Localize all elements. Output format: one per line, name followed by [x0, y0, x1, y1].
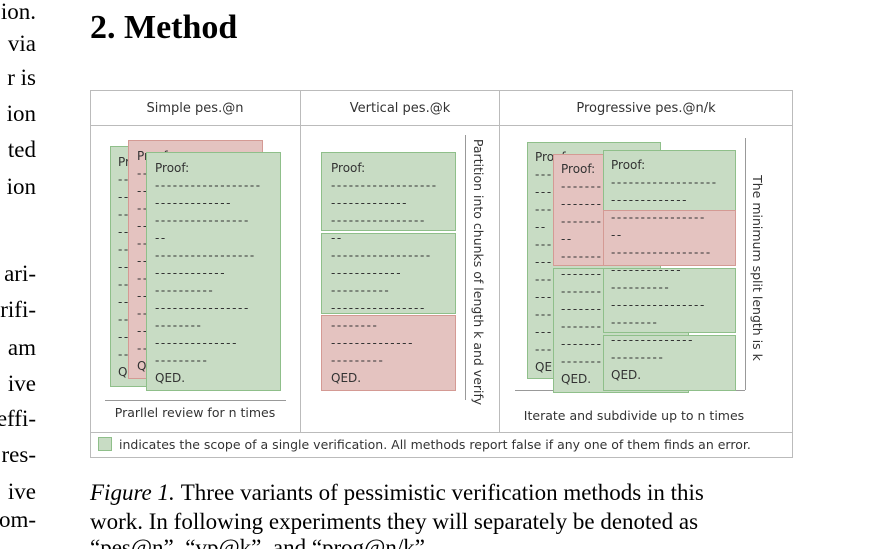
card-content: Proof:----------------------------------…: [155, 161, 262, 385]
proof-line: ----------: [155, 284, 214, 298]
column-fragment: ive: [8, 479, 36, 504]
column-fragment: effi-: [0, 406, 36, 431]
proof-line: QED.: [155, 371, 185, 385]
proof-card: [321, 233, 456, 314]
column-fragment: res-: [2, 442, 36, 467]
proof-line: --------------: [155, 336, 238, 350]
column-fragment: ari-: [4, 261, 36, 286]
proof-card: [603, 210, 736, 266]
proof-line: QED.: [561, 372, 591, 386]
proof-card: [146, 152, 281, 391]
card-content: -----------------------QED.: [611, 333, 694, 382]
caption-text: Three variants of pessimistic verificati…: [181, 480, 704, 505]
column-note: Iterate and subdivide up to n times: [524, 408, 744, 423]
caption-line: “pes@n”, “vp@k”, and “prog@n/k”.: [90, 535, 431, 549]
card-content: ----------------------------------------…: [611, 263, 706, 330]
card-content: Proof:-------------------------------: [611, 158, 718, 207]
legend-swatch: [98, 437, 112, 451]
proof-line: --------------: [611, 333, 694, 347]
caption-line: Figure 1. Three variants of pessimistic v…: [89, 480, 704, 505]
proof-line: ---------: [561, 355, 614, 369]
column-note: Prarllel review for n times: [115, 405, 275, 420]
proof-card: [603, 335, 736, 391]
proof-line: -----------------: [155, 249, 256, 263]
proof-line: -------------: [611, 193, 688, 207]
column-fragment: ive: [8, 371, 36, 396]
proof-line: ---------: [611, 351, 664, 365]
proof-line: ------------: [611, 263, 682, 277]
column-title: Progressive pes.@n/k: [576, 101, 716, 116]
proof-line: Proof:: [561, 162, 595, 176]
proof-line: --: [331, 231, 343, 245]
side-note: The minimum split length is k: [750, 174, 765, 362]
column-title: Vertical pes.@k: [350, 101, 451, 116]
proof-line: -------------: [331, 196, 408, 210]
proof-line: ------------: [331, 266, 402, 280]
caption-line: work. In following experiments they will…: [90, 509, 698, 534]
column-fragment: r is: [7, 65, 36, 90]
proof-card: [603, 268, 736, 333]
proof-line: --------: [561, 320, 608, 334]
proof-line: ----------------: [611, 298, 706, 312]
proof-line: ---------: [331, 354, 384, 368]
column-fragment: ted: [8, 137, 37, 162]
column-fragment: am: [8, 335, 36, 360]
proof-line: QED.: [331, 371, 361, 385]
card-content: -----------------------------------: [611, 211, 712, 260]
column-fragment: om-: [0, 507, 36, 532]
section-heading: 2. Method: [90, 9, 237, 46]
proof-line: ------------------: [331, 179, 438, 193]
column-title: Simple pes.@n: [147, 101, 244, 116]
proof-line: -----------------: [611, 246, 712, 260]
proof-line: --: [118, 225, 130, 239]
proof-line: --------: [331, 319, 378, 333]
proof-line: ----------------: [155, 301, 250, 315]
proof-line: ----------------: [155, 214, 250, 228]
proof-line: Proof:: [331, 161, 365, 175]
proof-line: ----------: [331, 284, 390, 298]
proof-line: ----------------: [331, 214, 426, 228]
proof-card: [321, 152, 456, 231]
legend-text: indicates the scope of a single verifica…: [119, 437, 751, 452]
card-content: -------------------------------QED.: [331, 319, 414, 386]
proof-line: Proof:: [155, 161, 189, 175]
side-note: Partition into chunks of length k and ve…: [471, 139, 486, 406]
proof-line: --------: [611, 316, 658, 330]
proof-line: -----------------: [331, 249, 432, 263]
card-content: Proof:----------------------------------…: [331, 161, 438, 228]
column-fragment: ion: [7, 101, 37, 126]
proof-card: [321, 315, 456, 391]
proof-line: --: [137, 219, 149, 233]
column-fragment: rifi-: [0, 297, 36, 322]
proof-line: ----------------: [331, 301, 426, 315]
proof-line: ----------: [611, 281, 670, 295]
proof-line: --------: [155, 319, 202, 333]
caption-label: Figure 1.: [89, 480, 175, 505]
column-fragment: via: [8, 31, 36, 56]
proof-line: --: [155, 231, 167, 245]
column-fragment: ion.: [1, 0, 36, 24]
proof-line: Proof:: [611, 158, 645, 172]
proof-line: ------------: [155, 266, 226, 280]
card-content: ----------------------------------------…: [331, 231, 432, 315]
proof-line: -------------: [155, 196, 232, 210]
proof-line: QED.: [611, 368, 641, 382]
proof-line: --: [535, 220, 547, 234]
proof-line: --: [611, 228, 623, 242]
proof-line: ------------------: [611, 176, 718, 190]
proof-line: --------------: [331, 336, 414, 350]
proof-line: ----------------: [611, 211, 706, 225]
column-fragment: ion: [7, 174, 37, 199]
proof-line: ---------: [155, 354, 208, 368]
proof-line: --: [561, 232, 573, 246]
proof-line: ------------------: [155, 179, 262, 193]
